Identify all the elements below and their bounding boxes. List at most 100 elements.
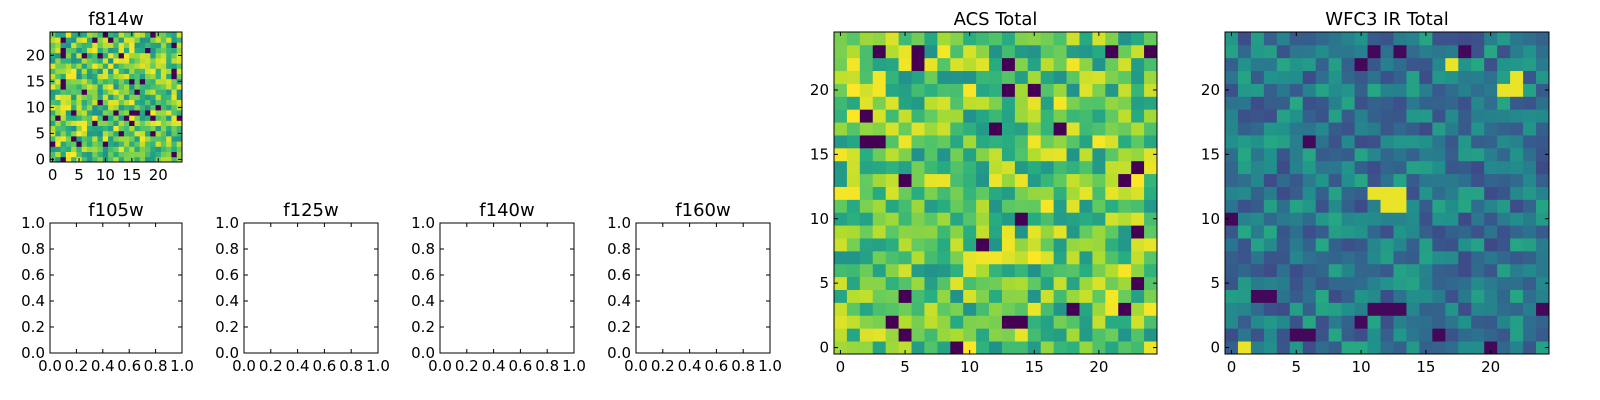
heatmap-cell [976,83,990,97]
heatmap-cell [1289,276,1304,290]
heatmap-cell [129,146,135,152]
heatmap-cell [97,78,104,85]
heatmap-cell [166,73,172,80]
heatmap-cell [963,199,977,213]
heatmap-cell [123,141,130,147]
heatmap-cell [1079,186,1093,200]
heatmap-cell [1471,32,1485,46]
heatmap-cell [1523,147,1537,162]
heatmap-cell [1014,186,1029,200]
heatmap-cell [134,32,141,38]
heatmap-cell [1419,225,1433,239]
heatmap-cell [1354,289,1368,303]
heatmap-cell [1027,186,1042,200]
heatmap-cell [846,315,861,329]
heatmap-cell [963,32,977,46]
heatmap-cell [160,130,167,137]
heatmap-cell [846,44,861,59]
heatmap-cell [950,263,964,278]
heatmap-cell [102,151,109,158]
heatmap-cell [1341,122,1355,136]
heatmap-cell [65,68,72,74]
heatmap-cell [1328,70,1343,84]
heatmap-cell [1458,250,1472,265]
heatmap-cell [134,47,141,54]
heatmap-cell [1250,83,1265,97]
heatmap-cell [937,70,951,84]
heatmap-cell [150,94,156,100]
heatmap-cell [1406,122,1420,136]
heatmap-cell [160,120,167,126]
heatmap-cell [129,141,135,147]
panel-title: f140w [479,200,534,221]
heatmap-cell [134,125,141,132]
heatmap-cell [911,263,925,278]
heatmap-cell [155,120,162,126]
heatmap-cell [911,315,925,329]
heatmap-cell [937,109,951,123]
heatmap-cell [139,125,146,132]
heatmap-cell [55,115,61,121]
heatmap-cell [86,120,93,126]
heatmap-cell [1432,315,1446,329]
heatmap-cell [1536,199,1550,213]
heatmap-cell [1458,173,1472,187]
heatmap-cell [1092,289,1106,303]
heatmap-cell [118,115,125,121]
heatmap-cell [102,47,109,54]
heatmap-cell [129,94,135,100]
heatmap-cell [1092,122,1106,136]
heatmap-cell [1001,32,1016,46]
heatmap-cell [924,57,938,72]
heatmap-cell [1458,263,1472,278]
heatmap-cell [55,84,61,90]
heatmap-cell [1014,44,1029,59]
heatmap-cell [1105,147,1119,162]
heatmap-cell [1510,44,1524,59]
heatmap-cell [65,99,72,106]
heatmap-cell [81,32,88,38]
heatmap-cell [1341,32,1355,46]
heatmap-cell [176,141,183,147]
heatmap-cell [937,147,951,162]
heatmap-cell [1315,328,1330,342]
heatmap-cell [97,125,104,132]
heatmap-cell [171,37,178,43]
heatmap-cell [1066,315,1080,329]
heatmap-cell [102,99,109,106]
heatmap-cell [129,68,135,74]
heatmap-cell [1536,83,1550,97]
heatmap-cell [60,94,67,100]
heatmap-cell [123,73,130,80]
heatmap-cell [834,186,848,200]
heatmap-cell [155,115,162,121]
heatmap-cell [859,122,874,136]
heatmap-cell [834,109,848,123]
heatmap-cell [102,120,109,126]
heatmap-cell [898,32,912,46]
heatmap-cell [123,110,130,116]
heatmap-cell [1302,341,1317,355]
heatmap-cell [1066,96,1080,110]
heatmap-cell [1484,32,1498,46]
heatmap-cell [1484,276,1498,290]
heatmap-cell [1341,341,1355,355]
heatmap-cell [859,44,874,59]
heatmap-cell [885,250,899,265]
heatmap-cell [71,37,77,43]
heatmap-cell [166,151,172,158]
heatmap-cell [1406,263,1420,278]
heatmap-cell [134,130,141,137]
heatmap-cell [989,225,1003,239]
heatmap-cell [898,173,912,187]
heatmap-cell [171,63,178,69]
heatmap-cell [50,73,56,80]
heatmap-cell [150,115,156,121]
heatmap-cell [176,115,183,121]
heatmap-cell [123,99,130,106]
heatmap-cell [145,141,151,147]
heatmap-cell [1092,109,1106,123]
heatmap-cell [150,47,156,54]
heatmap-cell [1237,70,1252,84]
heatmap-cell [155,78,162,85]
